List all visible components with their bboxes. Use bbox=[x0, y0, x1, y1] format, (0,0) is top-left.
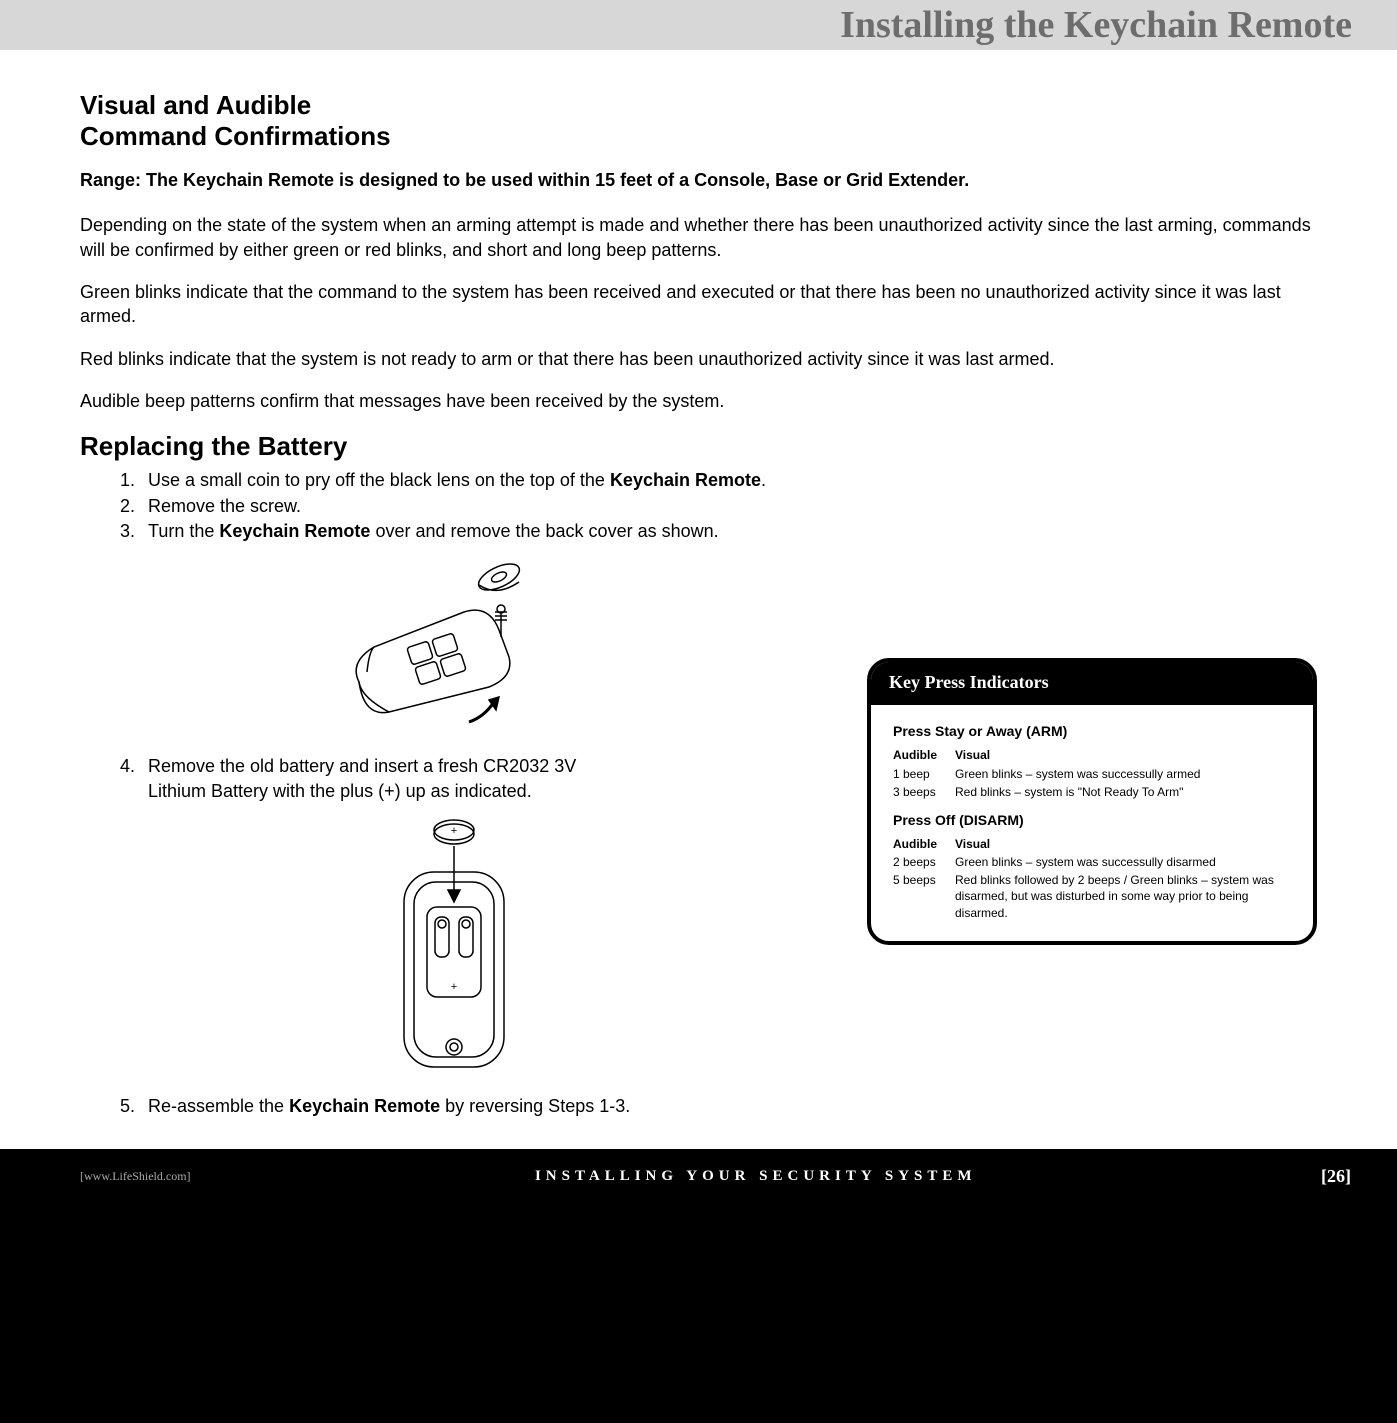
page: Installing the Keychain Remote Visual an… bbox=[0, 0, 1397, 1423]
col-header: Visual bbox=[955, 747, 1291, 763]
cell: Red blinks followed by 2 beeps / Green b… bbox=[955, 872, 1291, 921]
text-bold: Keychain Remote bbox=[289, 1096, 440, 1116]
text: . bbox=[761, 470, 766, 490]
text: Use a small coin to pry off the black le… bbox=[148, 470, 610, 490]
list-item: 1. Use a small coin to pry off the black… bbox=[120, 468, 827, 493]
indicator-table: Audible Visual 1 beep Green blinks – sys… bbox=[893, 747, 1291, 800]
list-text: Turn the Keychain Remote over and remove… bbox=[148, 519, 719, 544]
ordered-list: 4. Remove the old battery and insert a f… bbox=[80, 754, 827, 804]
list-number: 3. bbox=[120, 519, 142, 544]
right-column: Key Press Indicators Press Stay or Away … bbox=[867, 468, 1317, 945]
text: Lithium Battery with the plus (+) up as … bbox=[148, 781, 532, 801]
heading-line: Command Confirmations bbox=[80, 121, 391, 151]
cell: 2 beeps bbox=[893, 854, 955, 870]
content-area: Visual and Audible Command Confirmations… bbox=[0, 50, 1397, 1149]
list-number: 5. bbox=[120, 1094, 142, 1119]
ordered-list: 1. Use a small coin to pry off the black… bbox=[80, 468, 827, 544]
paragraph: Audible beep patterns confirm that messa… bbox=[80, 389, 1317, 413]
text-bold: Keychain Remote bbox=[219, 521, 370, 541]
battery-diagram: + + bbox=[369, 812, 539, 1082]
list-number: 4. bbox=[120, 754, 142, 804]
cell: 5 beeps bbox=[893, 872, 955, 921]
list-text: Use a small coin to pry off the black le… bbox=[148, 468, 766, 493]
section-heading-confirmations: Visual and Audible Command Confirmations bbox=[80, 90, 1317, 152]
footer-bar: [www.LifeShield.com] INSTALLING YOUR SEC… bbox=[0, 1149, 1397, 1203]
cell: Green blinks – system was successully di… bbox=[955, 854, 1291, 870]
svg-text:+: + bbox=[450, 981, 456, 993]
list-number: 1. bbox=[120, 468, 142, 493]
cell: 3 beeps bbox=[893, 784, 955, 800]
list-item: 5. Re-assemble the Keychain Remote by re… bbox=[120, 1094, 827, 1119]
header-bar: Installing the Keychain Remote bbox=[0, 0, 1397, 50]
col-header: Audible bbox=[893, 747, 955, 763]
footer-url: [www.LifeShield.com] bbox=[80, 1169, 191, 1184]
cell: Green blinks – system was successully ar… bbox=[955, 766, 1291, 782]
list-text: Remove the old battery and insert a fres… bbox=[148, 754, 576, 804]
text-bold: Keychain Remote bbox=[610, 470, 761, 490]
list-text: Re-assemble the Keychain Remote by rever… bbox=[148, 1094, 630, 1119]
remote-exploded-diagram bbox=[319, 552, 589, 742]
svg-text:+: + bbox=[450, 825, 456, 837]
text: Turn the bbox=[148, 521, 219, 541]
col-header: Audible bbox=[893, 836, 955, 852]
text: by reversing Steps 1-3. bbox=[440, 1096, 630, 1116]
col-header: Visual bbox=[955, 836, 1291, 852]
text: over and remove the back cover as shown. bbox=[370, 521, 718, 541]
text: Re-assemble the bbox=[148, 1096, 289, 1116]
section-heading-battery: Replacing the Battery bbox=[80, 431, 1317, 462]
two-column-layout: 1. Use a small coin to pry off the black… bbox=[80, 468, 1317, 1119]
cell: 1 beep bbox=[893, 766, 955, 782]
list-number: 2. bbox=[120, 494, 142, 519]
list-text: Remove the screw. bbox=[148, 494, 301, 519]
paragraph: Red blinks indicate that the system is n… bbox=[80, 347, 1317, 371]
paragraph: Green blinks indicate that the command t… bbox=[80, 280, 1317, 329]
footer-center-text: INSTALLING YOUR SECURITY SYSTEM bbox=[535, 1168, 977, 1185]
cell: Red blinks – system is "Not Ready To Arm… bbox=[955, 784, 1291, 800]
footer-black-area bbox=[0, 1203, 1397, 1423]
indicator-section-title: Press Off (DISARM) bbox=[893, 812, 1291, 828]
text: Remove the old battery and insert a fres… bbox=[148, 756, 576, 776]
ordered-list: 5. Re-assemble the Keychain Remote by re… bbox=[80, 1094, 827, 1119]
list-item: 4. Remove the old battery and insert a f… bbox=[120, 754, 827, 804]
indicators-body: Press Stay or Away (ARM) Audible Visual … bbox=[871, 705, 1313, 941]
indicator-table: Audible Visual 2 beeps Green blinks – sy… bbox=[893, 836, 1291, 921]
left-column: 1. Use a small coin to pry off the black… bbox=[80, 468, 827, 1119]
range-text: Range: The Keychain Remote is designed t… bbox=[80, 170, 1317, 191]
list-item: 2. Remove the screw. bbox=[120, 494, 827, 519]
key-press-indicators-box: Key Press Indicators Press Stay or Away … bbox=[867, 658, 1317, 945]
list-item: 3. Turn the Keychain Remote over and rem… bbox=[120, 519, 827, 544]
heading-line: Visual and Audible bbox=[80, 90, 311, 120]
paragraph: Depending on the state of the system whe… bbox=[80, 213, 1317, 262]
indicator-section-title: Press Stay or Away (ARM) bbox=[893, 723, 1291, 739]
page-title: Installing the Keychain Remote bbox=[840, 3, 1352, 47]
indicators-title: Key Press Indicators bbox=[871, 662, 1313, 705]
footer-page-number: [26] bbox=[1321, 1166, 1351, 1187]
